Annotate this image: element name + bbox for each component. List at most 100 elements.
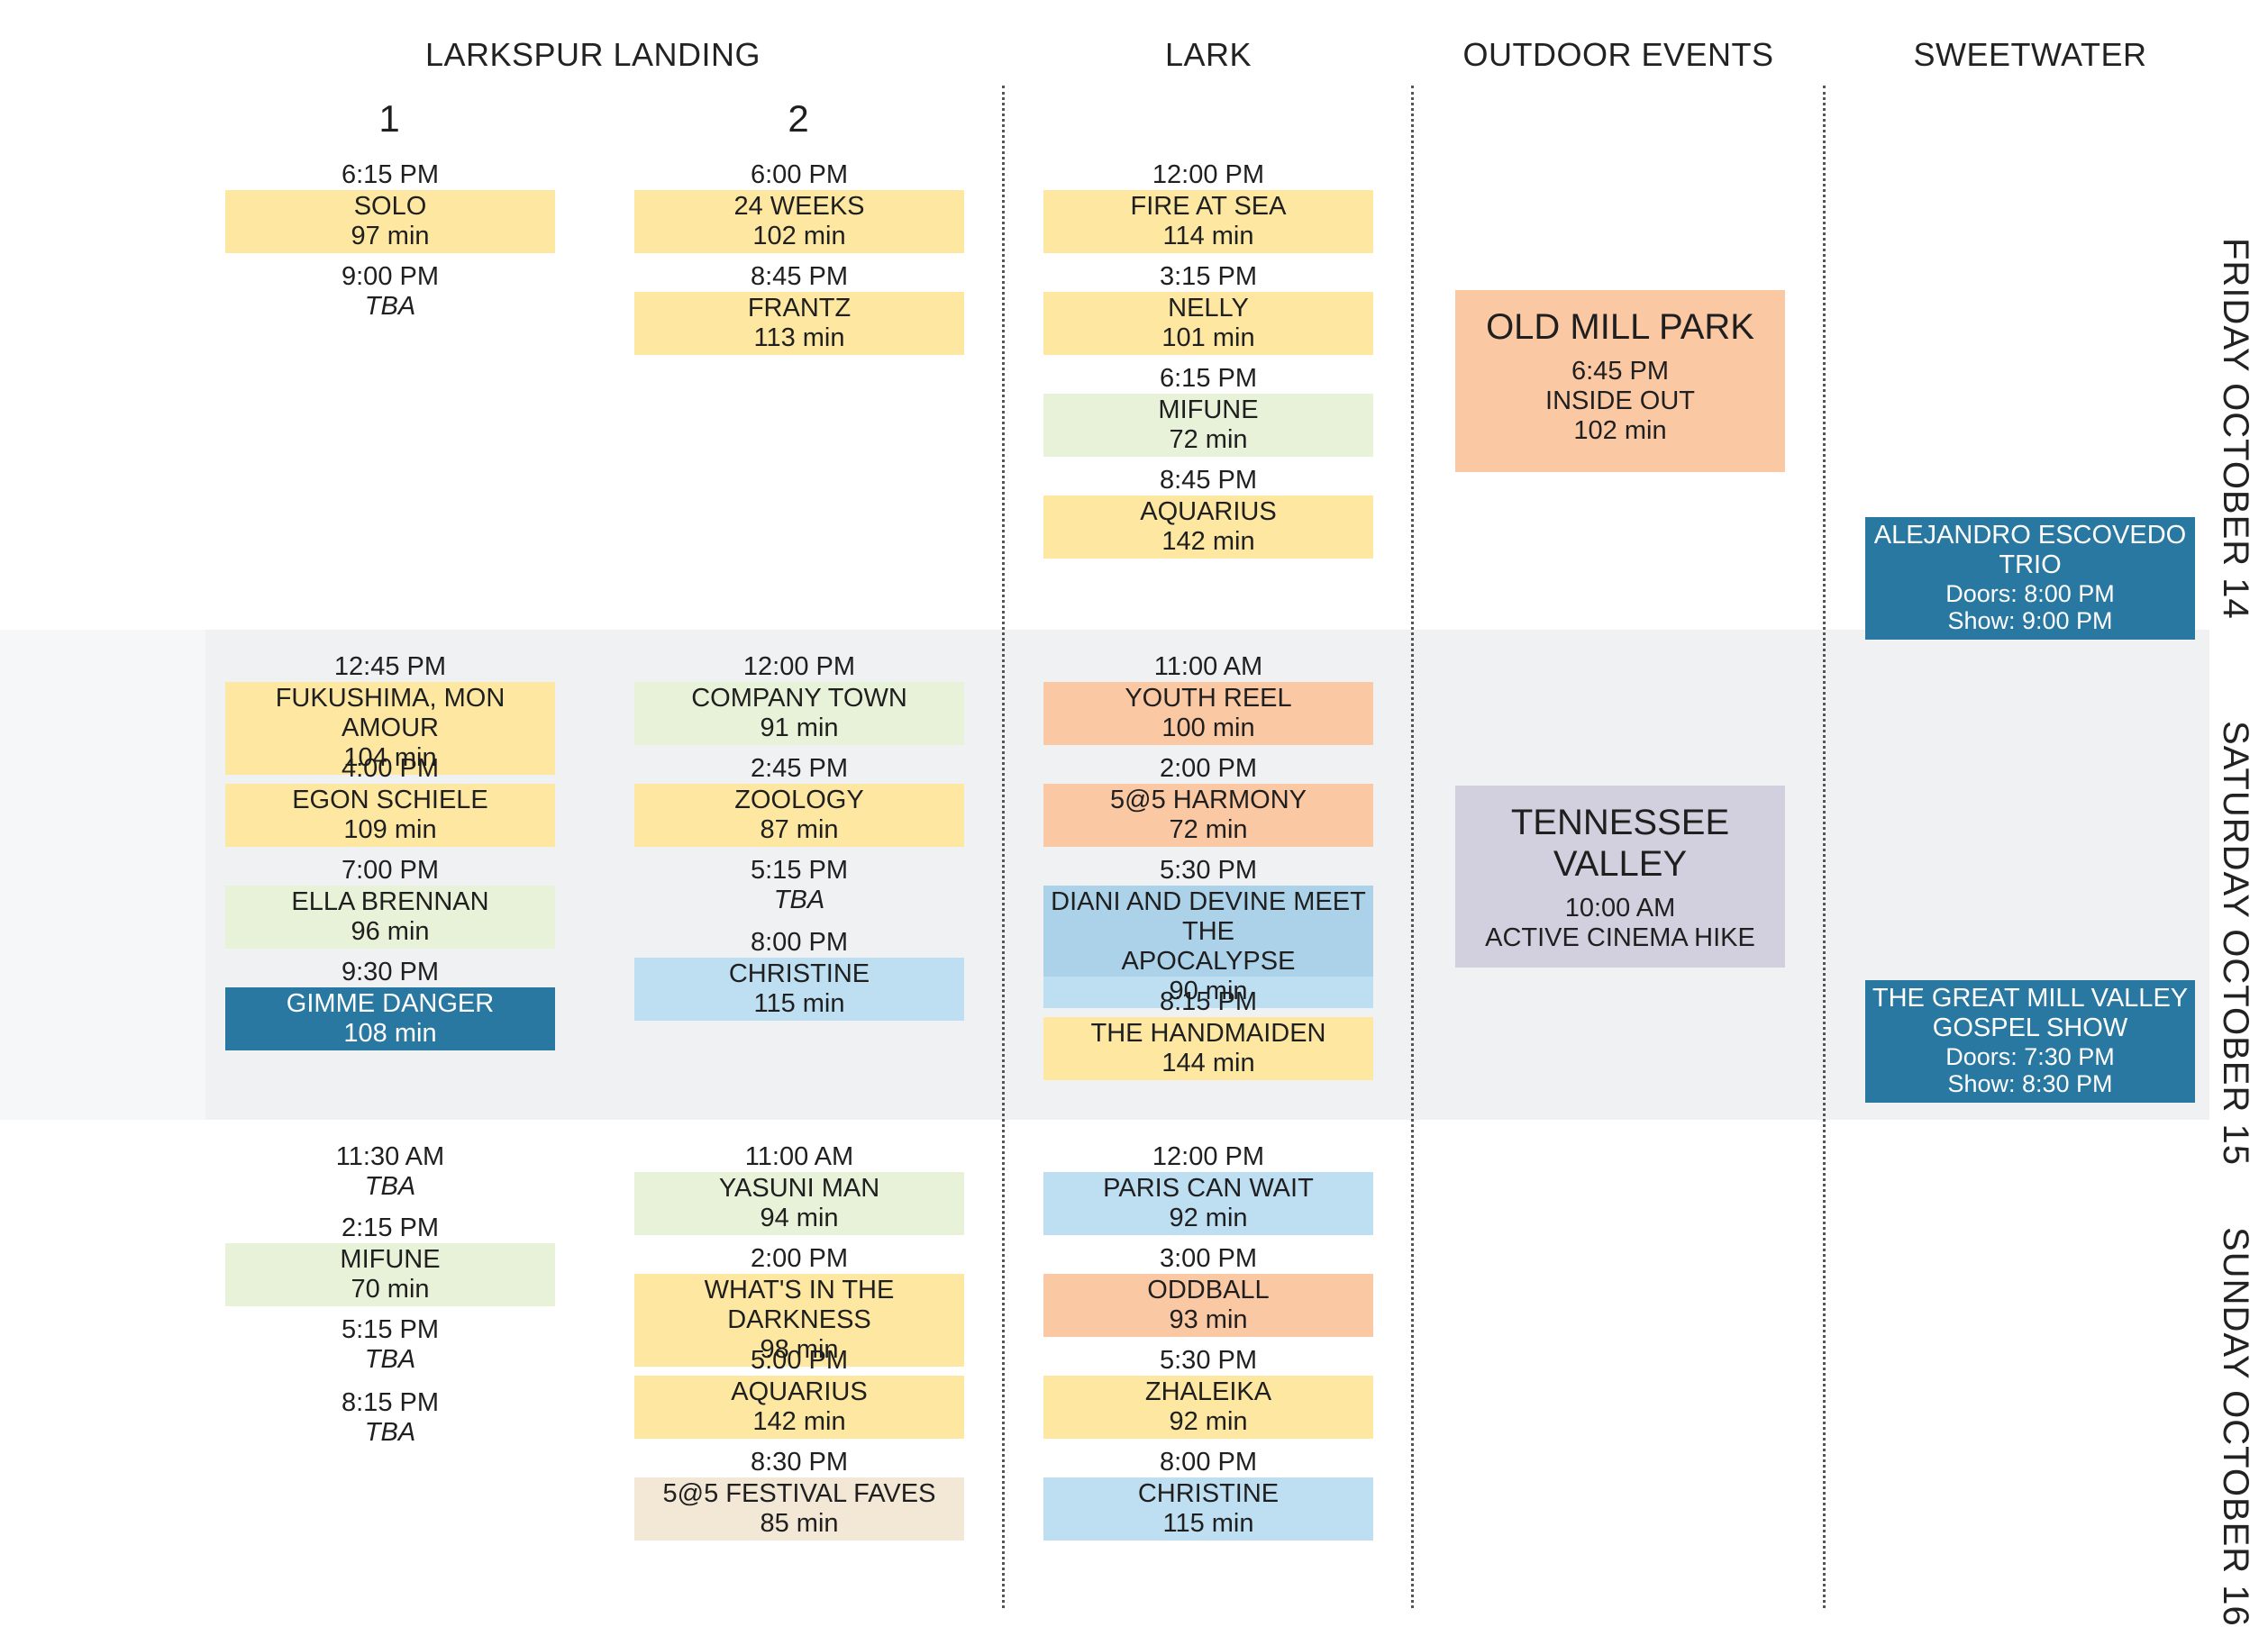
screening[interactable]: 5:00 PM AQUARIUS 142 min [634, 1345, 964, 1439]
day-label-sunday: SUNDAY OCTOBER 16 [2216, 1227, 2255, 1627]
separator-sweetwater [1823, 86, 1826, 1608]
screening[interactable]: 8:45 PM FRANTZ 113 min [634, 261, 964, 355]
screening[interactable]: 8:30 PM 5@5 FESTIVAL FAVES 85 min [634, 1447, 964, 1541]
screening[interactable]: 5:15 PM TBA [634, 855, 964, 915]
screening-box: SOLO 97 min [225, 190, 555, 253]
music-doors: Doors: 7:30 PM [1945, 1043, 2115, 1070]
screening[interactable]: 5:15 PM TBA [225, 1314, 555, 1375]
screening-duration: 91 min [760, 714, 839, 742]
screening-duration: 87 min [760, 815, 839, 844]
screening-title-line1: DIANI AND DEVINE MEET THE [1043, 886, 1373, 947]
outdoor-event[interactable]: OLD MILL PARK 6:45 PM INSIDE OUT 102 min [1455, 290, 1785, 472]
screening[interactable]: 3:00 PM ODDBALL 93 min [1043, 1243, 1373, 1337]
screening[interactable]: 6:15 PM SOLO 97 min [225, 159, 555, 253]
screening-title-line2: APOCALYPSE [1043, 947, 1373, 977]
screening-time: 6:15 PM [342, 160, 439, 189]
screening-box: GIMME DANGER 108 min [225, 987, 555, 1050]
screening-box: YOUTH REEL 100 min [1043, 682, 1373, 745]
screening-box: FUKUSHIMA, MON AMOUR 104 min [225, 682, 555, 775]
screening-title: ZOOLOGY [734, 786, 864, 814]
screening-duration: 98 min [760, 1335, 839, 1364]
screening-box: FIRE AT SEA 114 min [1043, 190, 1373, 253]
screening-box: YASUNI MAN 94 min [634, 1172, 964, 1235]
screening[interactable]: 5:30 PM DIANI AND DEVINE MEET THE APOCAL… [1043, 855, 1373, 1008]
screening[interactable]: 4:00 PM EGON SCHIELE 109 min [225, 753, 555, 847]
outdoor-event[interactable]: TENNESSEE VALLEY 10:00 AM ACTIVE CINEMA … [1455, 786, 1785, 968]
outdoor-venue: OLD MILL PARK [1486, 307, 1754, 347]
venue-header-sweetwater: SWEETWATER [1913, 36, 2147, 73]
screening[interactable]: 8:00 PM CHRISTINE 115 min [634, 927, 964, 1021]
screening-duration: 102 min [752, 222, 846, 250]
screening-title: EGON SCHIELE [292, 786, 488, 814]
screening-box: DIANI AND DEVINE MEET THE APOCALYPSE 90 … [1043, 886, 1373, 1008]
screening-time: 5:30 PM [1160, 856, 1257, 885]
screening-tba: TBA [364, 1345, 416, 1374]
screening[interactable]: 2:45 PM ZOOLOGY 87 min [634, 753, 964, 847]
screening-title: MIFUNE [1158, 395, 1259, 424]
music-title-line1: THE GREAT MILL VALLEY [1872, 984, 2189, 1013]
screening-box: ELLA BRENNAN 96 min [225, 886, 555, 949]
music-event[interactable]: THE GREAT MILL VALLEY GOSPEL SHOW Doors:… [1865, 980, 2195, 1103]
screening-duration: 115 min [1162, 1509, 1254, 1538]
outdoor-time: 6:45 PM [1571, 357, 1669, 386]
screening-time: 5:30 PM [1160, 1346, 1257, 1375]
screening[interactable]: 2:15 PM MIFUNE 70 min [225, 1213, 555, 1306]
screening[interactable]: 11:30 AM TBA [225, 1141, 555, 1202]
screening-time: 8:15 PM [1160, 987, 1257, 1016]
screening-duration: 100 min [1161, 714, 1255, 742]
outdoor-venue: TENNESSEE VALLEY [1510, 803, 1730, 884]
screening-time: 5:00 PM [751, 1346, 848, 1375]
outdoor-title: ACTIVE CINEMA HIKE [1485, 923, 1755, 952]
screening[interactable]: 8:00 PM CHRISTINE 115 min [1043, 1447, 1373, 1541]
screening[interactable]: 12:00 PM COMPANY TOWN 91 min [634, 651, 964, 745]
screening-time: 2:00 PM [1160, 754, 1257, 783]
screening[interactable]: 2:00 PM WHAT'S IN THE DARKNESS 98 min [634, 1243, 964, 1367]
screening[interactable]: 8:15 PM TBA [225, 1387, 555, 1448]
screening[interactable]: 7:00 PM ELLA BRENNAN 96 min [225, 855, 555, 949]
screening[interactable]: 11:00 AM YASUNI MAN 94 min [634, 1141, 964, 1235]
screening-time: 2:45 PM [751, 754, 848, 783]
screening-time: 8:00 PM [1160, 1448, 1257, 1477]
screening-time: 5:15 PM [751, 856, 848, 885]
screening-title: AQUARIUS [1140, 497, 1277, 526]
screening[interactable]: 2:00 PM 5@5 HARMONY 72 min [1043, 753, 1373, 847]
screening-title: YASUNI MAN [718, 1174, 880, 1203]
screening[interactable]: 8:45 PM AQUARIUS 142 min [1043, 465, 1373, 559]
screening-duration: 101 min [1161, 323, 1255, 352]
screening[interactable]: 12:00 PM PARIS CAN WAIT 92 min [1043, 1141, 1373, 1235]
screening[interactable]: 5:30 PM ZHALEIKA 92 min [1043, 1345, 1373, 1439]
screening-time: 8:00 PM [751, 928, 848, 957]
screening-title: FUKUSHIMA, MON AMOUR [275, 684, 506, 742]
screening-title: COMPANY TOWN [691, 684, 907, 713]
music-event[interactable]: ALEJANDRO ESCOVEDO TRIO Doors: 8:00 PM S… [1865, 517, 2195, 640]
screening-title: CHRISTINE [728, 959, 870, 988]
screening-duration: 114 min [1162, 222, 1254, 250]
screening[interactable]: 12:45 PM FUKUSHIMA, MON AMOUR 104 min [225, 651, 555, 775]
screening-title: THE HANDMAIDEN [1090, 1019, 1326, 1048]
day-label-friday: FRIDAY OCTOBER 14 [2216, 238, 2255, 620]
screening-box: PARIS CAN WAIT 92 min [1043, 1172, 1373, 1235]
screening[interactable]: 9:30 PM GIMME DANGER 108 min [225, 957, 555, 1050]
screening-title: AQUARIUS [731, 1377, 868, 1406]
screening-box: MIFUNE 70 min [225, 1243, 555, 1306]
screening-time: 6:00 PM [751, 160, 848, 189]
screening[interactable]: 9:00 PM TBA [225, 261, 555, 322]
screening[interactable]: 11:00 AM YOUTH REEL 100 min [1043, 651, 1373, 745]
screening-time: 11:00 AM [1153, 652, 1263, 681]
separator-lark [1002, 86, 1005, 1608]
screening[interactable]: 6:00 PM 24 WEEKS 102 min [634, 159, 964, 253]
screening-time: 2:00 PM [751, 1244, 848, 1273]
screening-duration: 93 min [1169, 1305, 1248, 1334]
screening-duration: 97 min [351, 222, 430, 250]
screening-duration: 109 min [343, 815, 437, 844]
screening-box: CHRISTINE 115 min [1043, 1477, 1373, 1541]
screening-title: 24 WEEKS [733, 192, 865, 221]
screening-duration: 92 min [1169, 1407, 1248, 1436]
screening[interactable]: 6:15 PM MIFUNE 72 min [1043, 363, 1373, 457]
screening[interactable]: 3:15 PM NELLY 101 min [1043, 261, 1373, 355]
screening[interactable]: 12:00 PM FIRE AT SEA 114 min [1043, 159, 1373, 253]
screening-box: ZOOLOGY 87 min [634, 784, 964, 847]
screening[interactable]: 8:15 PM THE HANDMAIDEN 144 min [1043, 986, 1373, 1080]
screening-time: 9:00 PM [342, 262, 439, 291]
